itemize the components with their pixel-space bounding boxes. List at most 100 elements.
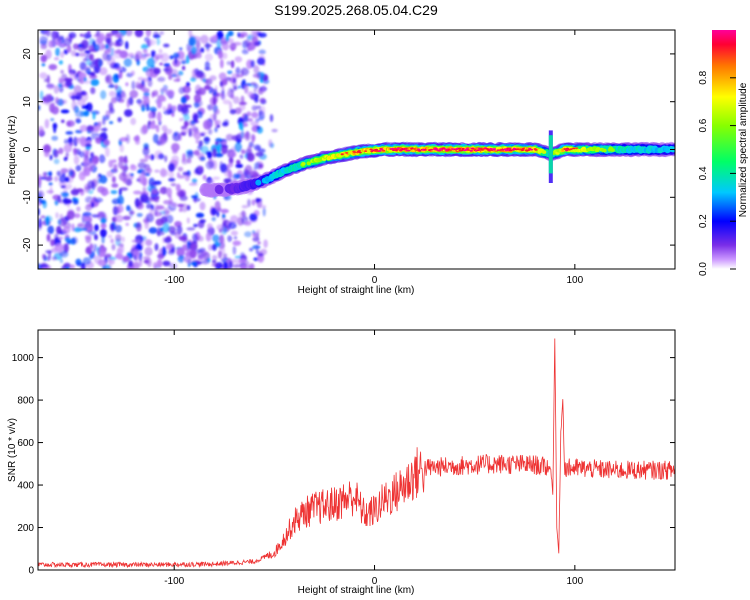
noise-blob <box>229 260 233 269</box>
noise-blob <box>241 49 249 55</box>
noise-blob <box>91 243 98 253</box>
spectrogram-x-ticks: -100 0 100 <box>164 30 584 286</box>
noise-blob <box>243 221 252 225</box>
noise-blob <box>83 211 92 217</box>
ridge-cell <box>471 147 475 150</box>
y-tick-label: 0 <box>22 146 33 152</box>
noise-blob <box>81 172 91 176</box>
x-tick-label: -100 <box>164 576 184 587</box>
noise-blob <box>131 80 136 90</box>
noise-blob <box>80 90 87 96</box>
noise-blob <box>130 117 137 126</box>
noise-blob <box>48 40 54 48</box>
noise-blob <box>249 263 255 269</box>
noise-blob <box>121 236 125 243</box>
noise-blob <box>241 210 246 217</box>
noise-blob <box>256 125 261 130</box>
ridge-cell <box>602 148 607 153</box>
noise-blob <box>141 43 149 50</box>
noise-blob <box>87 126 94 131</box>
noise-blob <box>144 246 153 256</box>
noise-blob <box>230 230 238 236</box>
noise-blob <box>113 62 121 69</box>
noise-blob <box>204 60 210 71</box>
noise-blob <box>166 89 175 98</box>
noise-blob <box>113 52 122 59</box>
noise-blob <box>122 256 130 263</box>
noise-blob <box>142 124 149 134</box>
noise-blob <box>258 204 267 209</box>
noise-blob <box>183 104 192 108</box>
noise-blob <box>51 135 59 141</box>
noise-blob <box>111 159 117 163</box>
snr-y-label: SNR (10 * v/v) <box>7 418 18 482</box>
noise-blob <box>253 65 260 74</box>
noise-blob <box>94 124 101 132</box>
noise-blob <box>232 96 240 104</box>
noise-blob <box>201 259 210 265</box>
colorbar-ticks: 0.0 0.2 0.4 0.6 0.8 <box>698 70 736 276</box>
colorbar-tick-label: 0.6 <box>698 118 709 132</box>
noise-blob <box>252 236 260 242</box>
noise-blob <box>220 208 229 214</box>
noise-blob <box>99 175 108 184</box>
noise-blob <box>148 227 158 234</box>
noise-blob <box>249 213 258 222</box>
noise-blob <box>191 74 200 80</box>
ridge-cell <box>527 149 531 151</box>
noise-blob <box>149 68 153 72</box>
noise-blob <box>219 161 224 171</box>
noise-blob <box>109 121 114 125</box>
noise-blob <box>218 30 223 33</box>
noise-blob <box>238 122 244 131</box>
noise-blob <box>211 216 216 222</box>
noise-blob <box>171 155 180 164</box>
noise-blob <box>118 243 124 248</box>
noise-blob <box>135 221 142 232</box>
noise-blob <box>105 37 112 44</box>
noise-blob <box>104 44 109 50</box>
noise-blob <box>192 53 198 59</box>
noise-blob <box>110 238 114 244</box>
noise-blob <box>63 243 69 253</box>
noise-blob <box>58 78 65 84</box>
noise-blob <box>133 255 137 261</box>
noise-blob <box>251 199 256 206</box>
noise-blob <box>165 210 171 214</box>
noise-blob <box>70 95 80 100</box>
noise-blob <box>66 44 72 53</box>
noise-blob <box>152 115 157 119</box>
noise-blob <box>192 197 201 202</box>
noise-blob <box>45 216 50 226</box>
noise-blob <box>186 217 190 224</box>
noise-blob <box>195 212 205 218</box>
noise-blob <box>149 124 158 130</box>
noise-blob <box>128 260 134 268</box>
noise-blob <box>42 30 51 36</box>
ridge-cell <box>418 149 422 152</box>
noise-blob <box>247 198 251 208</box>
noise-blob <box>55 47 60 57</box>
noise-blob <box>83 77 87 82</box>
noise-blob <box>237 32 241 38</box>
noise-blob <box>55 150 60 154</box>
noise-blob <box>116 204 124 213</box>
noise-blob <box>231 173 240 180</box>
noise-blob <box>109 223 115 231</box>
ridge-cell <box>466 149 470 151</box>
noise-blob <box>251 133 255 143</box>
noise-blob <box>254 41 260 47</box>
noise-blob <box>250 82 257 86</box>
noise-blob <box>169 68 178 75</box>
noise-blob <box>212 34 218 43</box>
noise-blob <box>97 259 107 267</box>
noise-blob <box>163 109 172 115</box>
noise-blob <box>61 99 68 105</box>
noise-blob <box>66 210 75 220</box>
noise-blob <box>94 197 103 203</box>
noise-blob <box>199 219 206 224</box>
noise-blob <box>76 262 86 267</box>
noise-blob <box>156 38 161 46</box>
noise-blob <box>125 82 129 87</box>
signal-ridge <box>199 130 675 198</box>
